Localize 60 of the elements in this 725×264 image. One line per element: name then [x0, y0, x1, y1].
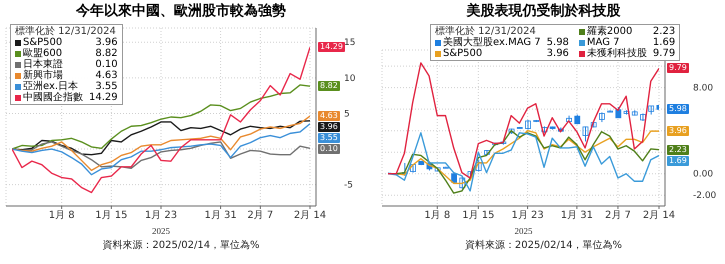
- y-tick-label: 0.00: [693, 170, 714, 180]
- legend-label: 未獲利科技股: [586, 48, 647, 59]
- legend-label: 歐盟600: [23, 48, 64, 59]
- x-tick-label: 1月 8: [48, 210, 75, 222]
- legend-title: 標準化於 12/31/2024: [15, 26, 117, 37]
- x-axis-title: 2025: [152, 226, 170, 236]
- text: 9.79: [669, 63, 687, 72]
- data-label: 1.69: [667, 156, 689, 166]
- data-label: 14.29: [318, 42, 345, 52]
- y-tick-label: 5: [344, 109, 350, 120]
- x-tick-label: 1月 23: [511, 210, 544, 222]
- x-tick-label: 1月 15: [462, 210, 494, 222]
- text: 5.98: [546, 37, 569, 48]
- legend-label: 新興市場: [23, 70, 64, 81]
- legend-label: S&P500: [443, 48, 484, 59]
- x-tick-label: 1月 31: [560, 210, 594, 222]
- source-note: 資料來源：2025/02/14，單位為%: [464, 238, 624, 252]
- text: 8.82: [95, 48, 118, 59]
- chart-title: 美股表現仍受制於科技股: [465, 2, 622, 20]
- data-label: 3.96: [318, 122, 340, 132]
- data-label: 3.96: [667, 126, 689, 136]
- text: 3.55: [95, 81, 118, 92]
- data-label: 2.23: [667, 144, 689, 155]
- x-tick-label: 2月 14: [294, 210, 326, 222]
- x-tick-label: 1月 31: [204, 210, 237, 222]
- data-label: 0.10: [318, 144, 340, 154]
- text: 0.10: [95, 59, 118, 70]
- data-label: 4.63: [318, 111, 340, 122]
- x-tick-label: 2月 14: [642, 210, 676, 222]
- text: 3.96: [546, 48, 569, 59]
- text: 4.63: [95, 70, 118, 81]
- chart-title: 今年以來中國、歐洲股市較為強勢: [75, 2, 287, 20]
- legend-label: MAG 7: [586, 37, 620, 48]
- text: 5.98: [669, 104, 687, 114]
- y-tick-label: 10: [344, 74, 356, 84]
- x-tick-label: 1月 15: [95, 210, 128, 222]
- x-axis-title: 2025: [514, 226, 533, 236]
- x-tick-label: 1月 8: [424, 210, 450, 222]
- x-tick-label: 2月 7: [247, 210, 274, 222]
- x-tick-label: 1月 23: [144, 210, 178, 222]
- text: 2.23: [652, 26, 676, 37]
- y-tick-label: 15: [344, 38, 356, 48]
- text: 14.29: [89, 92, 118, 103]
- legend-label: 中國國企指數: [23, 92, 83, 103]
- legend-label: 美國大型股ex.MAG 7: [443, 37, 541, 48]
- source-note: 資料來源：2025/02/14，單位為%: [101, 238, 261, 252]
- text: 1.69: [652, 37, 676, 48]
- data-label: 3.55: [318, 133, 340, 144]
- data-label: 8.82: [318, 81, 340, 92]
- y-tick-label: -5: [344, 180, 353, 191]
- y-tick-label: 8.00: [693, 84, 714, 94]
- legend-label: 羅素2000: [586, 26, 634, 37]
- legend-label: S&P500: [23, 37, 64, 48]
- data-label: 9.79: [652, 48, 676, 59]
- legend-label: 日本東證: [23, 59, 64, 70]
- legend-title: 標準化於 12/31/2024: [435, 26, 537, 37]
- legend-label: 亞洲ex.日本: [23, 81, 80, 92]
- y-tick-label: -2.00: [693, 191, 717, 202]
- x-tick-label: 2月 7: [604, 210, 631, 222]
- text: 3.96: [95, 37, 118, 48]
